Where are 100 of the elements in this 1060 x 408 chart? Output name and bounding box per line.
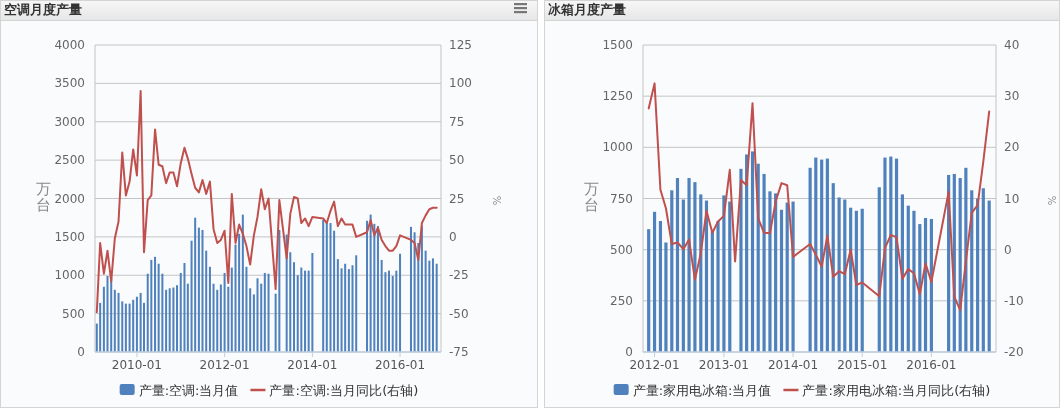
bar [687,178,691,352]
bar [380,259,383,352]
x-tick-label: 2016-01 [906,358,957,372]
y-tick-label: 3000 [54,114,85,129]
y-tick-label: 1500 [602,38,633,52]
bar [139,292,142,352]
x-tick-label: 2012-01 [629,358,680,372]
bar [395,270,398,352]
y2-tick-label: 40 [1004,38,1020,52]
bar [762,173,766,352]
y2-tick-label: 100 [449,76,472,91]
y2-tick-label: -10 [1004,293,1024,308]
bar [889,156,893,352]
bar [186,283,189,352]
bar [814,157,818,352]
y2-axis-title: % [491,195,502,206]
bar [894,158,899,352]
bar [976,198,980,352]
bar [750,151,755,352]
bar [256,278,259,352]
bar [843,199,847,352]
bar [325,222,328,352]
y2-tick-label: 50 [449,153,465,168]
y-tick-label: 1250 [602,89,633,104]
bar [106,276,109,352]
y2-tick-label: 0 [449,229,457,244]
x-tick-label: 2012-01 [199,358,250,372]
bar [219,284,222,352]
bar [238,233,241,352]
bar [223,272,226,352]
bar [860,208,864,352]
bar [157,263,160,352]
bar [135,296,138,352]
legend-label: 产量:家用电冰箱:当月同比(右轴) [802,383,991,398]
bar [99,302,102,352]
bar [431,258,434,352]
x-tick-label: 2010-01 [111,358,162,372]
bar [117,292,120,352]
bar [128,303,131,352]
y2-tick-label: 0 [1004,242,1012,257]
bar [739,168,743,352]
bar [340,268,343,352]
y2-tick-label: -20 [1004,345,1024,359]
legend-label: 产量:空调:当月值 [138,383,239,398]
bar [201,229,204,352]
bar [183,262,186,352]
y2-axis-title: % [1046,195,1057,206]
bar [351,265,354,352]
bar [435,263,438,352]
y-tick-label: 1000 [602,140,633,155]
bar [347,269,350,352]
y-tick-label: 4000 [54,38,85,52]
bar [791,201,795,352]
bar [376,226,379,352]
y-tick-label: 3500 [54,76,85,91]
bar [647,229,651,352]
bar [424,250,427,352]
bar [278,229,281,352]
bar [154,256,157,352]
bar [344,263,347,352]
y2-tick-label: 25 [449,191,465,206]
x-tick-label: 2016-01 [374,358,426,372]
bar [912,210,916,352]
y2-tick-label: -50 [449,306,469,321]
bar [208,266,211,352]
y-tick-label: 2500 [54,153,85,168]
bar [132,299,135,352]
legend-label: 产量:家用电冰箱:当月值 [632,383,772,398]
y-tick-label: 0 [625,345,633,359]
bar [987,200,991,352]
y-tick-label: 2000 [54,191,85,206]
y-tick-label: 0 [77,345,85,359]
y-tick-label: 1000 [54,268,85,283]
bar [768,191,772,352]
bar [260,283,263,352]
bar [413,232,416,352]
y-tick-label: 750 [610,191,633,206]
y-tick-label: 500 [62,306,85,321]
bar [267,273,270,352]
legend-label: 产量:空调:当月同比(右轴) [269,383,419,398]
x-tick-label: 2014-01 [287,358,338,372]
bar [176,285,179,352]
y2-tick-label: 30 [1004,89,1020,104]
bar [322,219,325,352]
bar [212,283,215,352]
bar [205,250,208,352]
y-tick-label: 250 [610,293,633,308]
bar [883,157,887,352]
y2-tick-label: 20 [1004,140,1020,155]
bar [399,253,402,352]
bar [785,202,789,352]
bar [652,211,657,352]
bar [710,231,714,352]
chart-title: 冰箱月度产量 [548,2,626,17]
bar [355,255,358,352]
bar [681,199,685,352]
bar [658,221,663,352]
bar [831,183,835,352]
y-axis-title: 万台 [583,179,599,214]
bar [249,288,252,352]
